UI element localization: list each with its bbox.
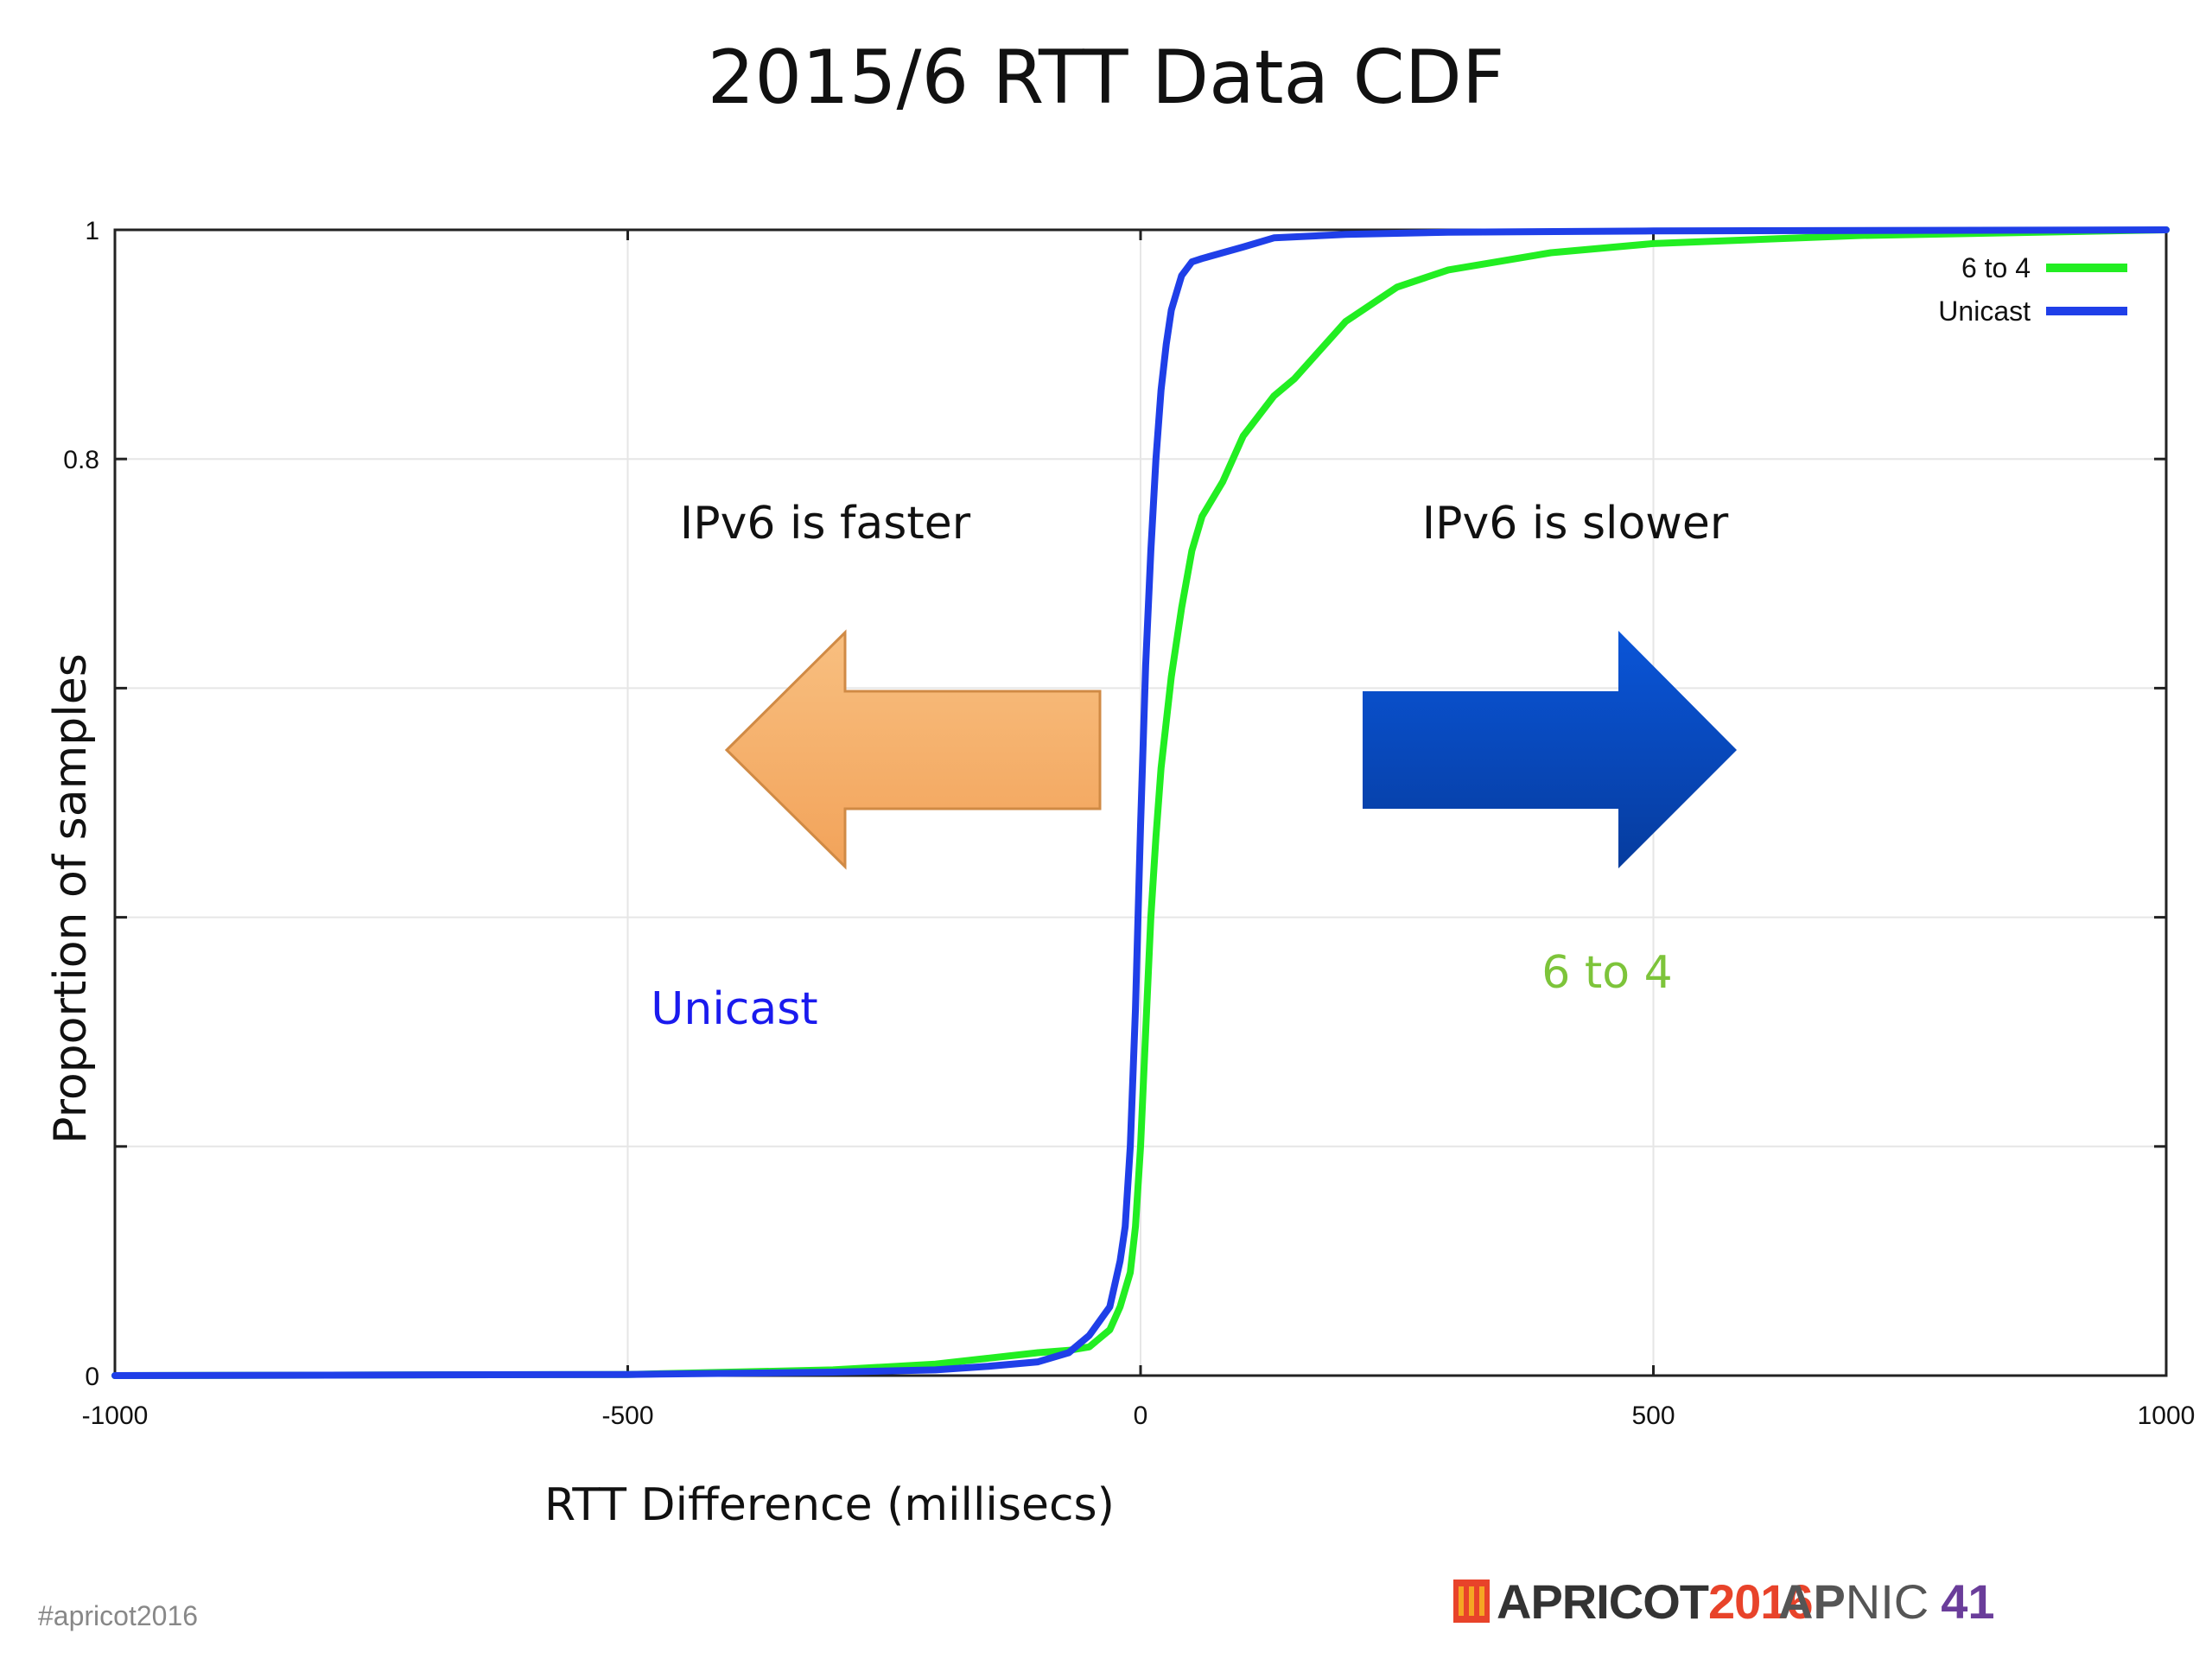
apnic-logo-nic: NIC (1845, 1573, 1929, 1629)
apnic-logo: AP NIC 41 (1778, 1573, 1995, 1629)
x-tick-label: -1000 (82, 1402, 149, 1430)
series-line-unicast (111, 226, 2170, 1379)
apricot-logo-icon (1453, 1580, 1490, 1623)
annotation-6-to-4: 6 to 4 (1541, 947, 1672, 999)
apricot-logo: APRICOT 2016 (1453, 1573, 1814, 1629)
legend-label: Unicast (1938, 296, 2031, 327)
arrow-left-faster (724, 629, 1102, 870)
tick-layer: -1000 -500 0 500 1000 0 0.8 1 (63, 217, 2195, 1430)
apricot-logo-text: APRICOT (1497, 1573, 1709, 1629)
apnic-logo-ap: AP (1778, 1573, 1846, 1629)
x-tick-label: 500 (1631, 1402, 1675, 1430)
y-tick-label: 1 (85, 217, 99, 245)
series-line-6-to-4 (111, 226, 2170, 1379)
x-tick-label: -500 (601, 1402, 653, 1430)
apricot-logo-year: 2016 (1708, 1573, 1814, 1629)
annotation-faster: IPv6 is faster (680, 498, 971, 550)
slide-title: 2015/6 RTT Data CDF (707, 35, 1505, 121)
legend: 6 to 4 Unicast (1938, 252, 2127, 327)
x-tick-label: 1000 (2138, 1402, 2196, 1430)
y-tick-label: 0 (85, 1363, 99, 1391)
y-axis-label: Proportion of samples (45, 653, 97, 1144)
arrow-right-slower (1363, 631, 1737, 868)
x-tick-label: 0 (1134, 1402, 1148, 1430)
legend-label: 6 to 4 (1961, 252, 2031, 283)
annotation-unicast: Unicast (651, 983, 817, 1035)
hashtag: #apricot2016 (38, 1600, 199, 1631)
x-axis-label: RTT Difference (millisecs) (544, 1479, 1115, 1531)
y-tick-label: 0.8 (63, 446, 99, 474)
apnic-logo-number: 41 (1941, 1573, 1995, 1629)
annotation-slower: IPv6 is slower (1422, 498, 1729, 550)
series-layer (111, 226, 2170, 1379)
